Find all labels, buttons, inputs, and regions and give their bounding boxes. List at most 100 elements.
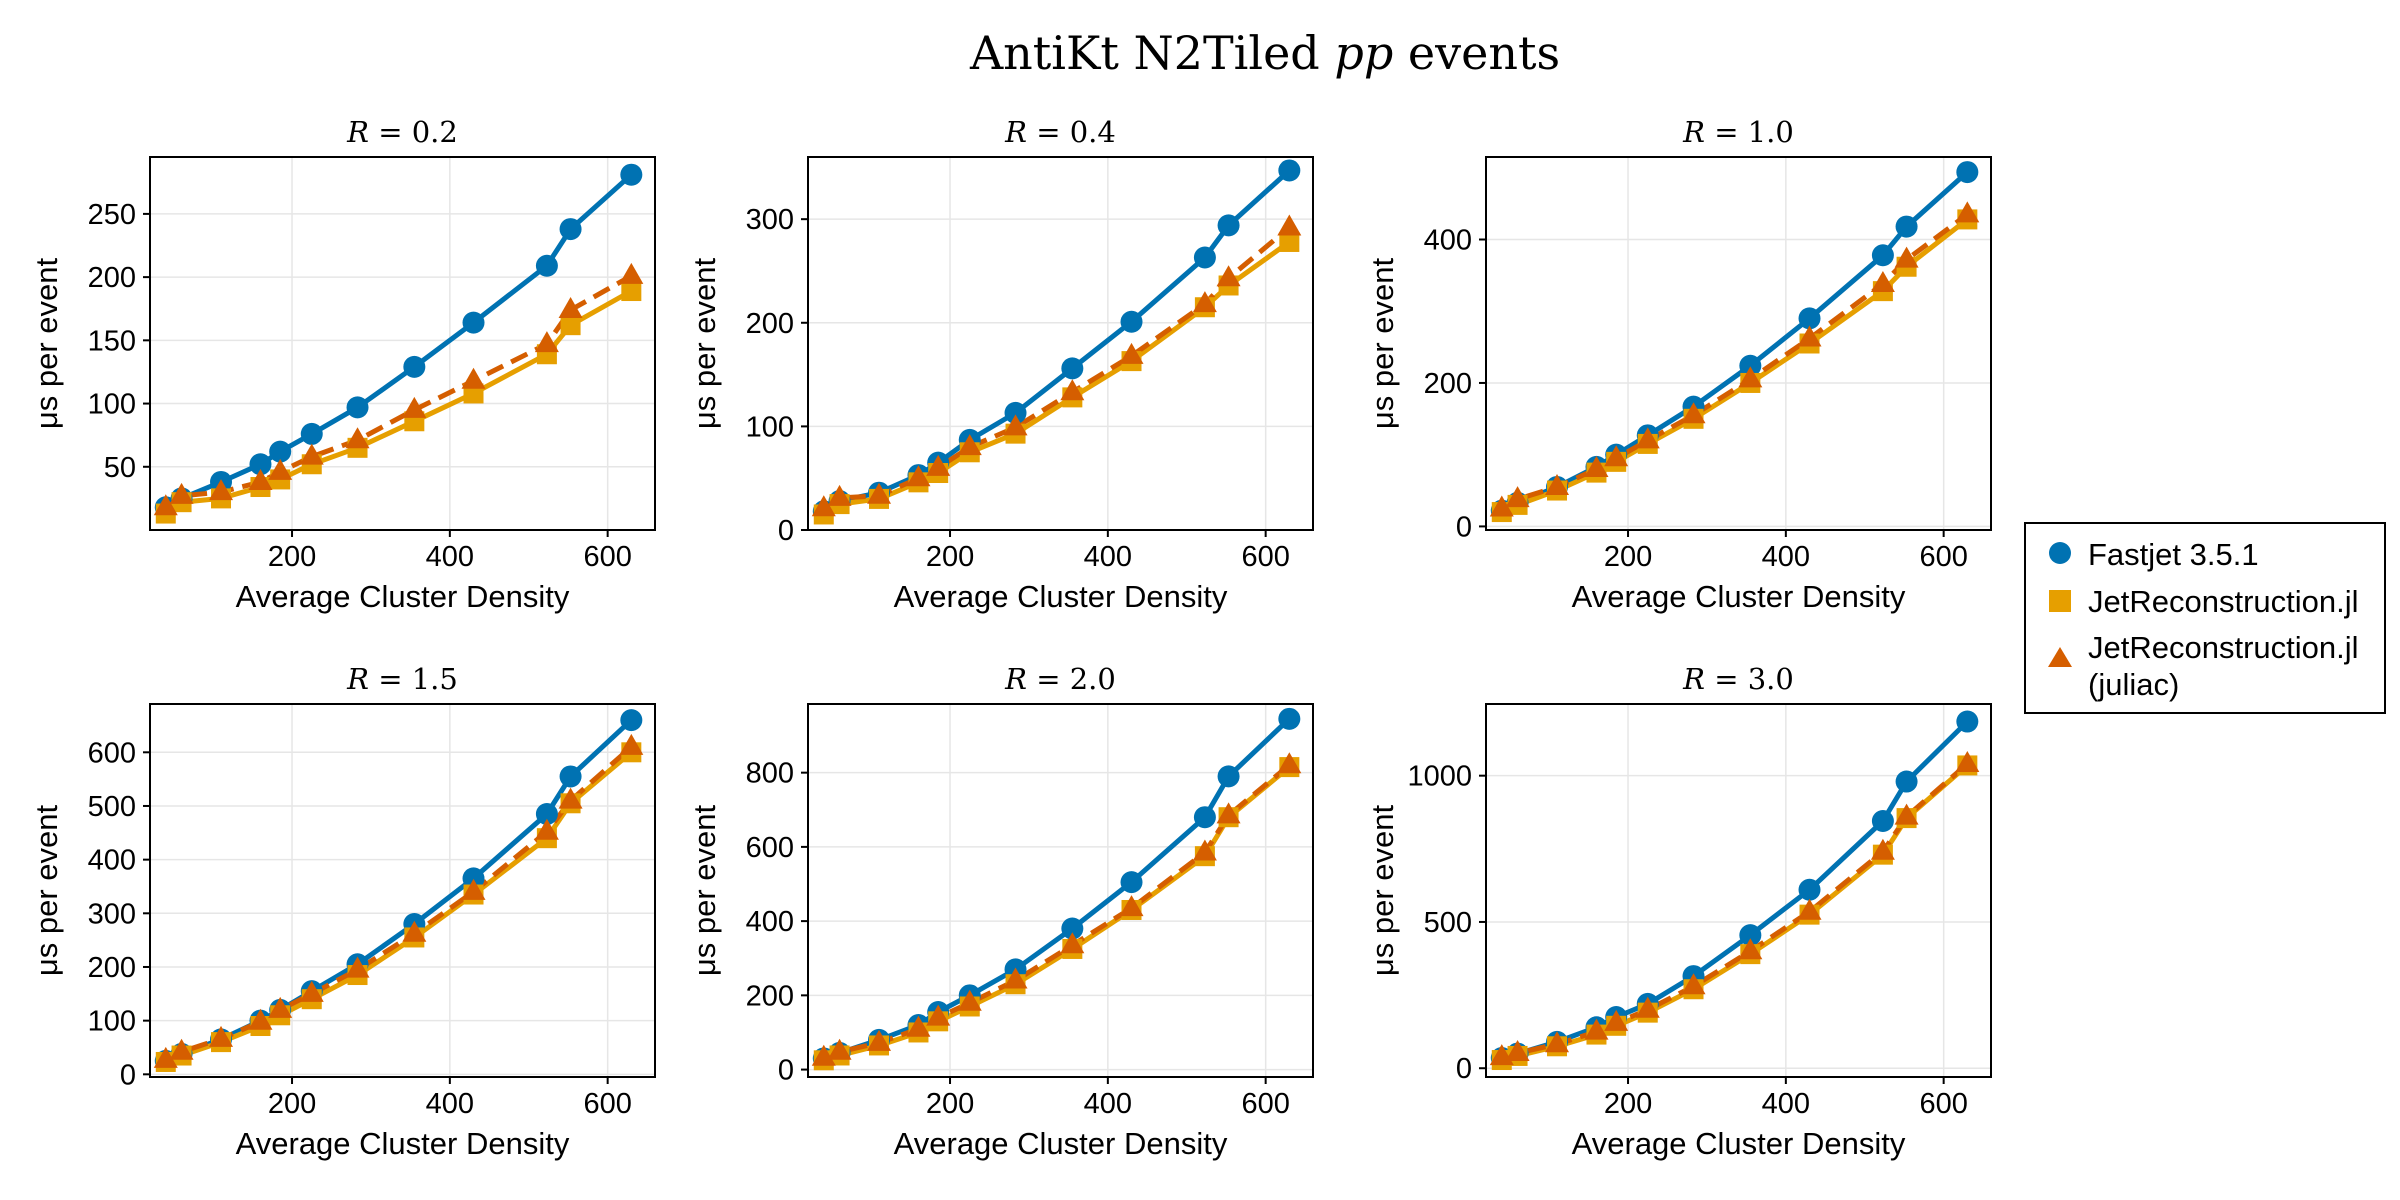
y-tick-label: 600 <box>746 832 794 864</box>
data-point-fastjet <box>1120 871 1143 894</box>
legend-marker-jetreco <box>2049 590 2071 612</box>
data-point-juliac <box>1797 898 1822 920</box>
data-point-juliac <box>1277 214 1302 236</box>
y-tick-label: 200 <box>88 952 136 984</box>
data-point-juliac <box>1216 802 1241 824</box>
data-point-juliac <box>153 494 178 516</box>
data-point-fastjet <box>249 453 272 476</box>
data-point-fastjet <box>1193 246 1216 269</box>
x-tick-label: 600 <box>583 1088 631 1120</box>
y-tick-label: 150 <box>88 325 136 357</box>
y-tick-label: 250 <box>88 199 136 231</box>
data-point-juliac <box>1505 1040 1530 1062</box>
data-point-fastjet <box>1061 917 1084 940</box>
data-point-fastjet <box>559 218 582 241</box>
data-point-juliac <box>1277 752 1302 774</box>
y-tick-label: 50 <box>104 452 136 484</box>
data-point-juliac <box>299 980 324 1002</box>
data-point-juliac <box>1955 201 1980 223</box>
x-axis-label: Average Cluster Density <box>1572 1126 1906 1161</box>
x-axis-label: Average Cluster Density <box>236 579 570 614</box>
panel-title-variable: R <box>1682 662 1705 696</box>
data-point-juliac <box>402 396 427 418</box>
y-tick-label: 200 <box>746 980 794 1012</box>
data-point-juliac <box>926 1004 951 1026</box>
data-point-fastjet <box>1217 765 1240 788</box>
data-point-juliac <box>248 468 273 490</box>
x-axis-label: Average Cluster Density <box>894 579 1228 614</box>
data-point-juliac <box>268 996 293 1018</box>
chart-panel-5: 200 400 600 0 200 400 600 800 Average Cluster De… <box>687 662 1314 1161</box>
legend: Fastjet 3.5.1 JetReconstruction.jl JetRe… <box>2024 522 2386 714</box>
data-point-fastjet <box>1895 215 1918 238</box>
x-tick-label: 200 <box>926 1088 974 1120</box>
legend-label-juliac-line1: JetReconstruction.jl <box>2088 630 2359 665</box>
data-point-fastjet <box>1871 244 1894 267</box>
legend-marker-fastjet <box>2049 542 2071 564</box>
y-axis-label: μs per event <box>1365 258 1400 430</box>
data-point-fastjet <box>1061 357 1084 380</box>
panel-title-value: = 2.0 <box>1027 662 1116 696</box>
data-point-juliac <box>1545 473 1570 495</box>
data-point-juliac <box>1505 486 1530 508</box>
x-tick-label: 400 <box>1762 1088 1810 1120</box>
data-point-juliac <box>867 482 892 504</box>
x-tick-label: 200 <box>268 1088 316 1120</box>
x-tick-label: 200 <box>1604 541 1652 573</box>
x-tick-label: 600 <box>1919 541 1967 573</box>
data-point-juliac <box>345 427 370 449</box>
y-tick-label: 0 <box>120 1059 136 1091</box>
x-tick-label: 600 <box>1241 1088 1289 1120</box>
panel-title-variable: R <box>1004 115 1027 149</box>
x-tick-label: 400 <box>426 1088 474 1120</box>
y-tick-label: 800 <box>746 758 794 790</box>
data-point-juliac <box>926 454 951 476</box>
x-tick-label: 200 <box>268 541 316 573</box>
data-point-juliac <box>1681 973 1706 995</box>
data-point-juliac <box>345 956 370 978</box>
panel-title: R = 3.0 <box>1682 662 1794 696</box>
data-point-juliac <box>1955 750 1980 772</box>
x-tick-label: 600 <box>583 541 631 573</box>
plot-area <box>808 704 1313 1077</box>
y-tick-label: 200 <box>88 262 136 294</box>
data-point-fastjet <box>1739 924 1762 947</box>
data-point-fastjet <box>1956 161 1979 184</box>
data-point-juliac <box>248 1008 273 1030</box>
data-point-juliac <box>1870 838 1895 860</box>
panel-title-value: = 1.0 <box>1705 115 1794 149</box>
plot-frame <box>807 703 1314 1078</box>
data-point-juliac <box>1894 803 1919 825</box>
data-point-juliac <box>1489 495 1514 517</box>
data-point-juliac <box>461 367 486 389</box>
plot-area <box>1486 157 1991 530</box>
x-tick-label: 400 <box>1084 541 1132 573</box>
data-point-fastjet <box>535 803 558 826</box>
panel-title: R = 1.0 <box>1682 115 1794 149</box>
chart-panels: 200 400 600 50 100 150 200 250 Average Cluster D… <box>29 115 1992 1161</box>
data-point-juliac <box>1003 967 1028 989</box>
data-point-fastjet <box>403 355 426 378</box>
data-point-juliac <box>827 1038 852 1060</box>
data-point-juliac <box>461 878 486 900</box>
data-point-juliac <box>1738 938 1763 960</box>
data-point-juliac <box>1635 996 1660 1018</box>
legend-box <box>2024 522 2386 714</box>
figure-title-italic: pp <box>1334 26 1393 80</box>
data-point-juliac <box>1119 342 1144 364</box>
data-point-fastjet <box>1739 354 1762 377</box>
data-point-juliac <box>1060 379 1085 401</box>
y-tick-label: 500 <box>88 791 136 823</box>
y-tick-label: 100 <box>88 389 136 421</box>
x-tick-label: 600 <box>1919 1088 1967 1120</box>
data-point-fastjet <box>1217 214 1240 237</box>
panel-title: R = 1.5 <box>346 662 458 696</box>
panel-title-value: = 3.0 <box>1705 662 1794 696</box>
panel-title-value: = 1.5 <box>369 662 458 696</box>
y-tick-label: 0 <box>778 1055 794 1087</box>
data-point-juliac <box>906 1015 931 1037</box>
data-point-fastjet <box>269 440 292 463</box>
plot-frame <box>807 156 1314 531</box>
data-point-fastjet <box>462 311 485 334</box>
data-point-juliac <box>1003 414 1028 436</box>
